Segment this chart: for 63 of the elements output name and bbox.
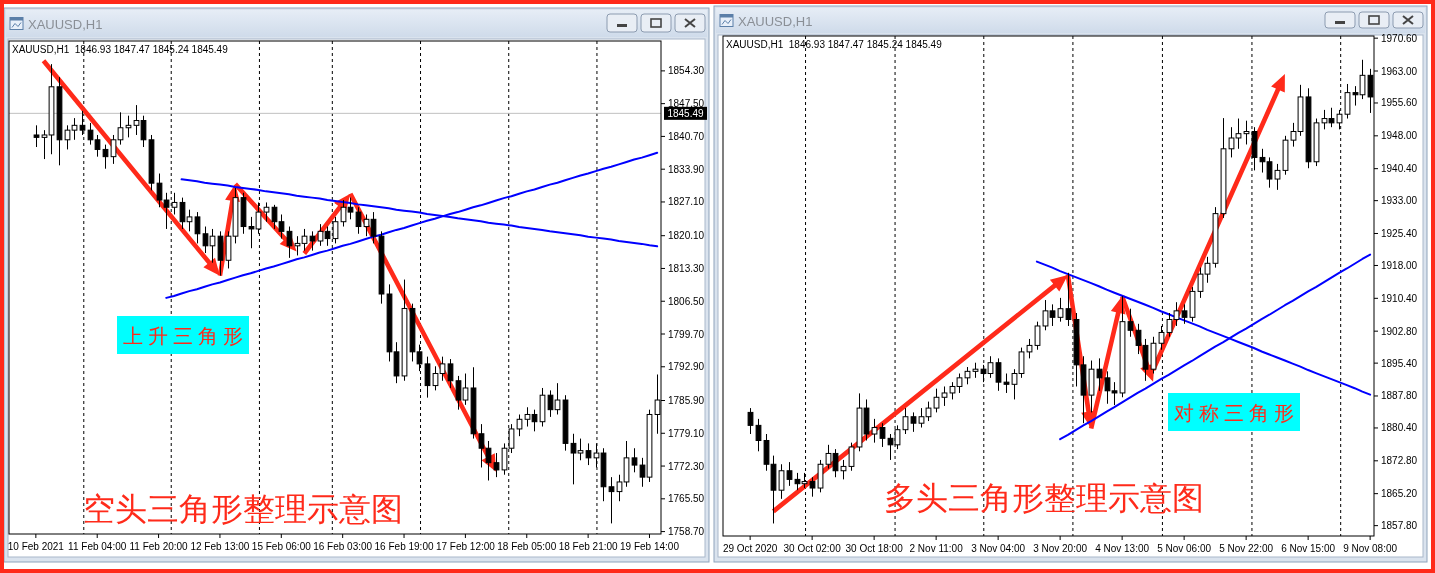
x-tick-label: 17 Feb 12:00 bbox=[435, 540, 496, 552]
x-tick-label: 3 Nov 20:00 bbox=[1033, 542, 1088, 554]
y-tick-label: 1955.60 bbox=[1381, 97, 1418, 109]
y-tick-label: 1847.50 bbox=[668, 98, 705, 110]
y-tick-label: 1948.00 bbox=[1381, 130, 1418, 142]
ref-line-label: 1845.49 bbox=[667, 107, 705, 119]
y-tick-label: 1865.20 bbox=[1381, 488, 1418, 500]
x-tick-label: 30 Oct 02:00 bbox=[783, 542, 842, 554]
chart-subtitle: XAUUSD,H1 1846.93 1847.47 1845.24 1845.49 bbox=[726, 38, 943, 50]
y-tick-label: 1765.50 bbox=[668, 493, 705, 505]
y-tick-label: 1925.40 bbox=[1381, 227, 1418, 239]
x-tick-label: 11 Feb 04:00 bbox=[68, 540, 127, 552]
y-tick-label: 1820.10 bbox=[668, 230, 705, 242]
x-tick-label: 11 Feb 20:00 bbox=[129, 540, 189, 552]
y-tick-label: 1806.50 bbox=[668, 295, 705, 307]
annotation: 空头三角形整理示意图 bbox=[83, 490, 403, 528]
y-tick-label: 1963.00 bbox=[1381, 65, 1418, 77]
x-tick-label: 16 Feb 19:00 bbox=[374, 540, 434, 552]
x-tick-label: 6 Nov 15:00 bbox=[1281, 542, 1336, 554]
line-series bbox=[165, 151, 659, 299]
annotation: 上升三角形 bbox=[123, 324, 248, 348]
chart-subtitle: XAUUSD,H1 1846.93 1847.47 1845.24 1845.49 bbox=[12, 43, 229, 55]
y-tick-label: 1933.00 bbox=[1381, 195, 1418, 207]
y-tick-label: 1792.90 bbox=[668, 361, 705, 373]
x-tick-label: 19 Feb 14:00 bbox=[620, 540, 680, 552]
y-tick-label: 1872.80 bbox=[1381, 455, 1418, 467]
y-tick-label: 1833.90 bbox=[668, 163, 705, 175]
y-tick-label: 1940.40 bbox=[1381, 163, 1418, 175]
y-tick-label: 1779.10 bbox=[668, 427, 705, 439]
x-tick-label: 4 Nov 13:00 bbox=[1095, 542, 1150, 554]
y-tick-label: 1813.30 bbox=[668, 262, 705, 274]
y-tick-label: 1840.70 bbox=[668, 130, 705, 142]
y-tick-label: 1785.90 bbox=[668, 395, 705, 407]
y-tick-label: 1827.10 bbox=[668, 196, 705, 208]
chart-title: XAUUSD,H1 bbox=[28, 16, 103, 31]
chart-title: XAUUSD,H1 bbox=[738, 13, 813, 28]
y-tick-label: 1857.80 bbox=[1381, 520, 1418, 532]
x-tick-label: 16 Feb 03:00 bbox=[313, 540, 373, 552]
y-tick-label: 1880.40 bbox=[1381, 422, 1418, 434]
x-tick-label: 15 Feb 06:00 bbox=[251, 540, 312, 552]
y-tick-label: 1854.30 bbox=[668, 65, 705, 77]
x-tick-label: 10 Feb 2021 bbox=[7, 540, 65, 552]
y-tick-label: 1970.60 bbox=[1381, 32, 1418, 44]
y-tick-label: 1895.40 bbox=[1381, 357, 1418, 369]
y-tick-label: 1902.80 bbox=[1381, 325, 1418, 337]
x-tick-label: 18 Feb 21:00 bbox=[558, 540, 619, 552]
x-tick-label: 5 Nov 06:00 bbox=[1157, 542, 1212, 554]
annotation: 对称三角形 bbox=[1174, 401, 1299, 425]
x-tick-label: 12 Feb 13:00 bbox=[190, 540, 250, 552]
x-tick-label: 5 Nov 22:00 bbox=[1219, 542, 1274, 554]
x-tick-label: 29 Oct 2020 bbox=[722, 542, 778, 554]
x-tick-label: 9 Nov 08:00 bbox=[1343, 542, 1398, 554]
y-tick-label: 1772.30 bbox=[668, 460, 705, 472]
y-tick-label: 1918.00 bbox=[1381, 259, 1418, 271]
y-tick-label: 1887.80 bbox=[1381, 390, 1418, 402]
x-tick-label: 18 Feb 05:00 bbox=[497, 540, 557, 552]
x-tick-label: 30 Oct 18:00 bbox=[845, 542, 904, 554]
y-tick-label: 1758.70 bbox=[668, 526, 705, 538]
y-tick-label: 1910.40 bbox=[1381, 292, 1418, 304]
annotation: 多头三角形整理示意图 bbox=[884, 479, 1204, 517]
x-tick-label: 2 Nov 11:00 bbox=[909, 542, 964, 554]
y-tick-label: 1799.70 bbox=[668, 328, 705, 340]
x-tick-label: 3 Nov 04:00 bbox=[971, 542, 1026, 554]
